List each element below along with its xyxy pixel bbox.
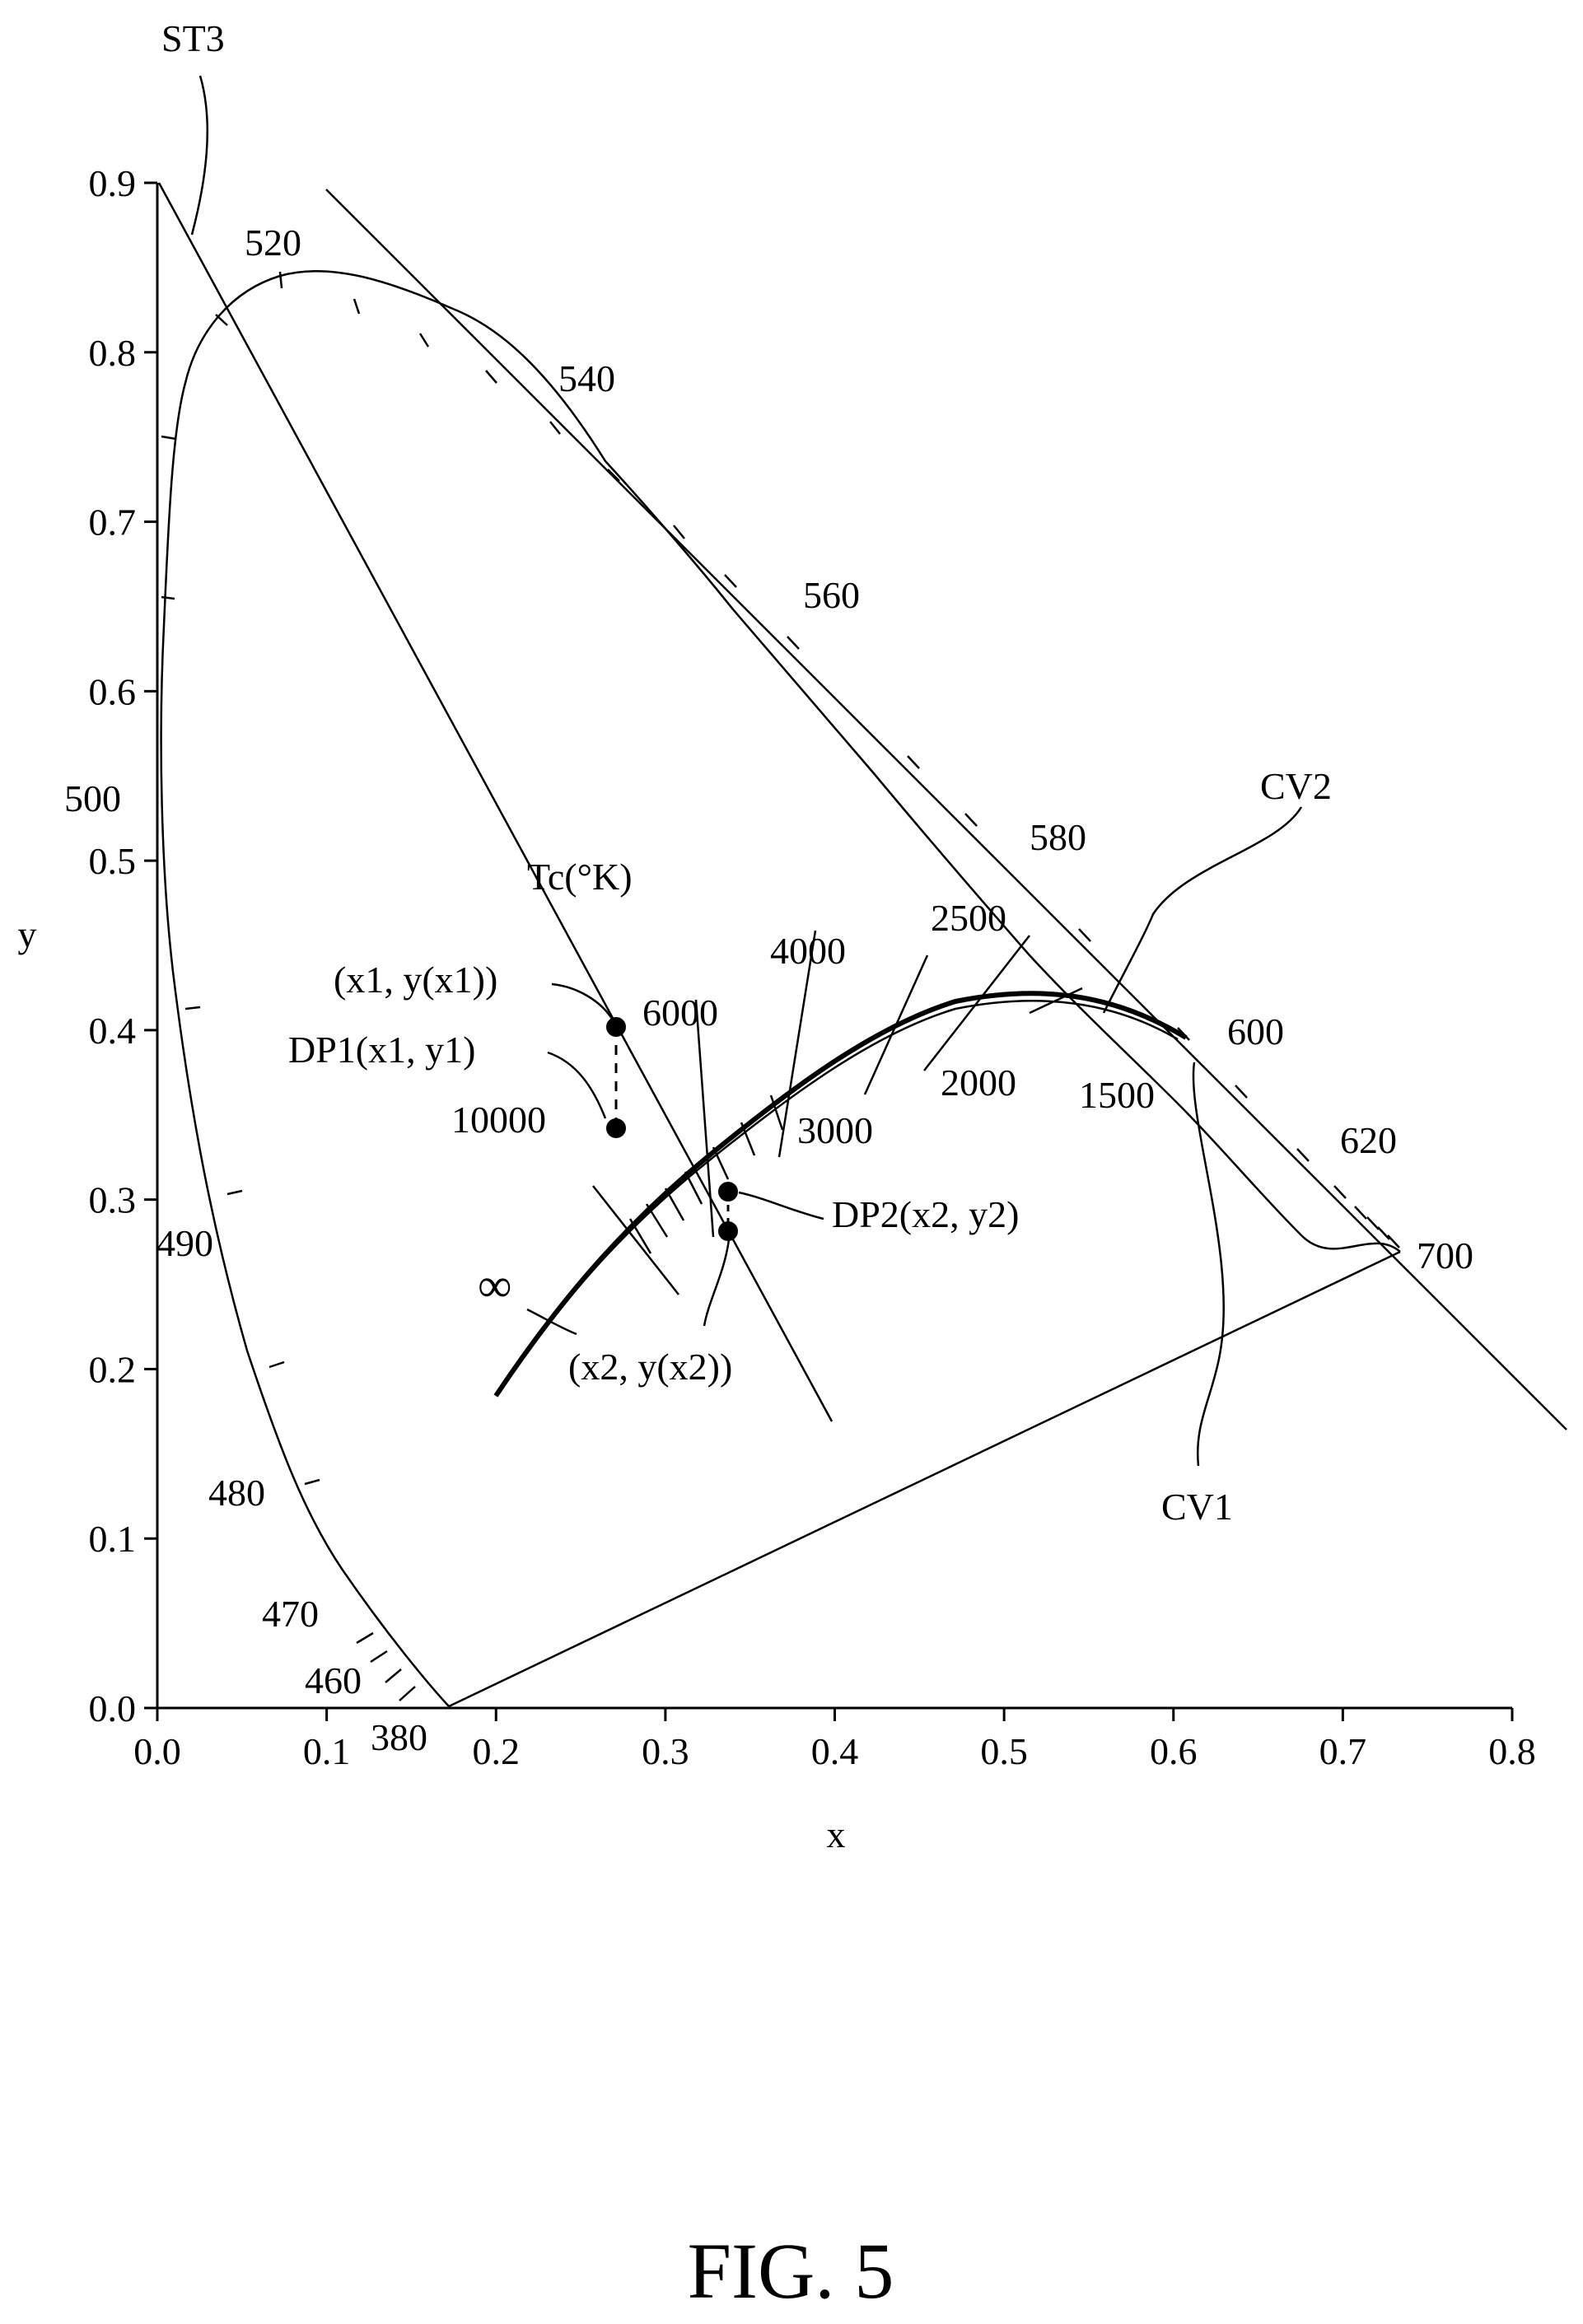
tc-label-4000: 4000 [770, 930, 846, 972]
x-axis-tick-labels: 0.0 0.1 0.2 0.3 0.4 0.5 0.6 0.7 0.8 [133, 1730, 1536, 1772]
locus-wavelength-ticks [161, 271, 1400, 1701]
figure-caption: FIG. 5 [688, 2227, 894, 2315]
x-tick-label: 0.0 [133, 1730, 181, 1772]
x-tick-label: 0.6 [1150, 1730, 1198, 1772]
y-axis-title: y [18, 913, 37, 955]
temperature-labels: ∞ 10000 6000 4000 3000 2500 2000 1500 [451, 897, 1155, 1312]
label-dp1: DP1(x1, y1) [288, 1029, 475, 1071]
point-dp2 [718, 1182, 738, 1202]
wl-label-540: 540 [558, 357, 615, 399]
tc-label-3000: 3000 [797, 1109, 873, 1151]
isotemperature-lines [592, 930, 1083, 1295]
point-x2-yx2 [718, 1221, 738, 1241]
wl-label-700: 700 [1417, 1234, 1473, 1276]
y-axis-ticks [144, 181, 157, 1710]
planckian-ticks [628, 1094, 784, 1254]
wl-label-620: 620 [1340, 1119, 1397, 1161]
spectral-locus [160, 269, 1401, 1707]
wl-label-490: 490 [156, 1222, 213, 1264]
label-cv1: CV1 [1161, 1486, 1233, 1528]
wl-label-460: 460 [305, 1659, 362, 1701]
wl-label-500: 500 [64, 777, 121, 819]
wl-label-380: 380 [371, 1716, 427, 1758]
x-tick-label: 0.2 [473, 1730, 521, 1772]
line-of-purples [448, 1250, 1401, 1708]
y-tick-label: 0.5 [89, 840, 137, 882]
y-axis-tick-labels: 0.0 0.1 0.2 0.3 0.4 0.5 0.6 0.7 0.8 0.9 [89, 162, 137, 1729]
y-tick-label: 0.2 [89, 1348, 137, 1390]
x-axis-ticks [156, 1708, 1514, 1721]
x-tick-label: 0.4 [811, 1730, 859, 1772]
label-p1: (x1, y(x1)) [334, 959, 497, 1001]
tc-label-1500: 1500 [1079, 1074, 1155, 1116]
y-tick-label: 0.6 [89, 670, 137, 712]
y-tick-label: 0.8 [89, 332, 137, 374]
tc-label-6000: 6000 [642, 992, 718, 1034]
leader-lines [190, 75, 1303, 1467]
label-st3: ST3 [161, 17, 225, 59]
x-tick-label: 0.5 [980, 1730, 1028, 1772]
wl-label-600: 600 [1227, 1010, 1284, 1052]
line-st3 [157, 182, 834, 1422]
y-tick-label: 0.0 [89, 1687, 137, 1729]
wl-label-580: 580 [1030, 816, 1086, 858]
annotation-labels: ST3 (x1, y(x1)) DP1(x1, y1) DP2(x2, y2) … [161, 17, 1332, 1528]
label-p2: (x2, y(x2)) [568, 1346, 732, 1388]
x-tick-label: 0.1 [303, 1730, 351, 1772]
wl-label-470: 470 [262, 1593, 319, 1635]
tc-label-infinity: ∞ [478, 1258, 511, 1312]
x-axis-title: x [827, 1813, 846, 1855]
wl-label-520: 520 [245, 222, 301, 264]
wl-label-480: 480 [208, 1472, 265, 1514]
label-dp2: DP2(x2, y2) [832, 1193, 1019, 1235]
point-x1-yx1 [606, 1017, 626, 1037]
wavelength-labels: 380 460 470 480 490 500 520 540 560 580 … [64, 222, 1473, 1758]
x-tick-label: 0.7 [1319, 1730, 1367, 1772]
y-tick-label: 0.9 [89, 162, 137, 204]
x-tick-label: 0.8 [1488, 1730, 1536, 1772]
y-tick-label: 0.1 [89, 1518, 137, 1560]
point-dp1 [606, 1118, 626, 1138]
tc-label-10000: 10000 [451, 1099, 546, 1141]
tc-label-2500: 2500 [931, 897, 1006, 939]
label-cv2: CV2 [1260, 765, 1332, 807]
y-tick-label: 0.7 [89, 502, 137, 544]
tc-title: Tc(°K) [527, 856, 633, 898]
tc-label-2000: 2000 [941, 1062, 1016, 1104]
x-tick-label: 0.3 [642, 1730, 689, 1772]
y-tick-label: 0.4 [89, 1010, 137, 1052]
wl-label-560: 560 [803, 574, 860, 616]
y-tick-label: 0.3 [89, 1179, 137, 1221]
line-upper-tangent [325, 189, 1567, 1430]
